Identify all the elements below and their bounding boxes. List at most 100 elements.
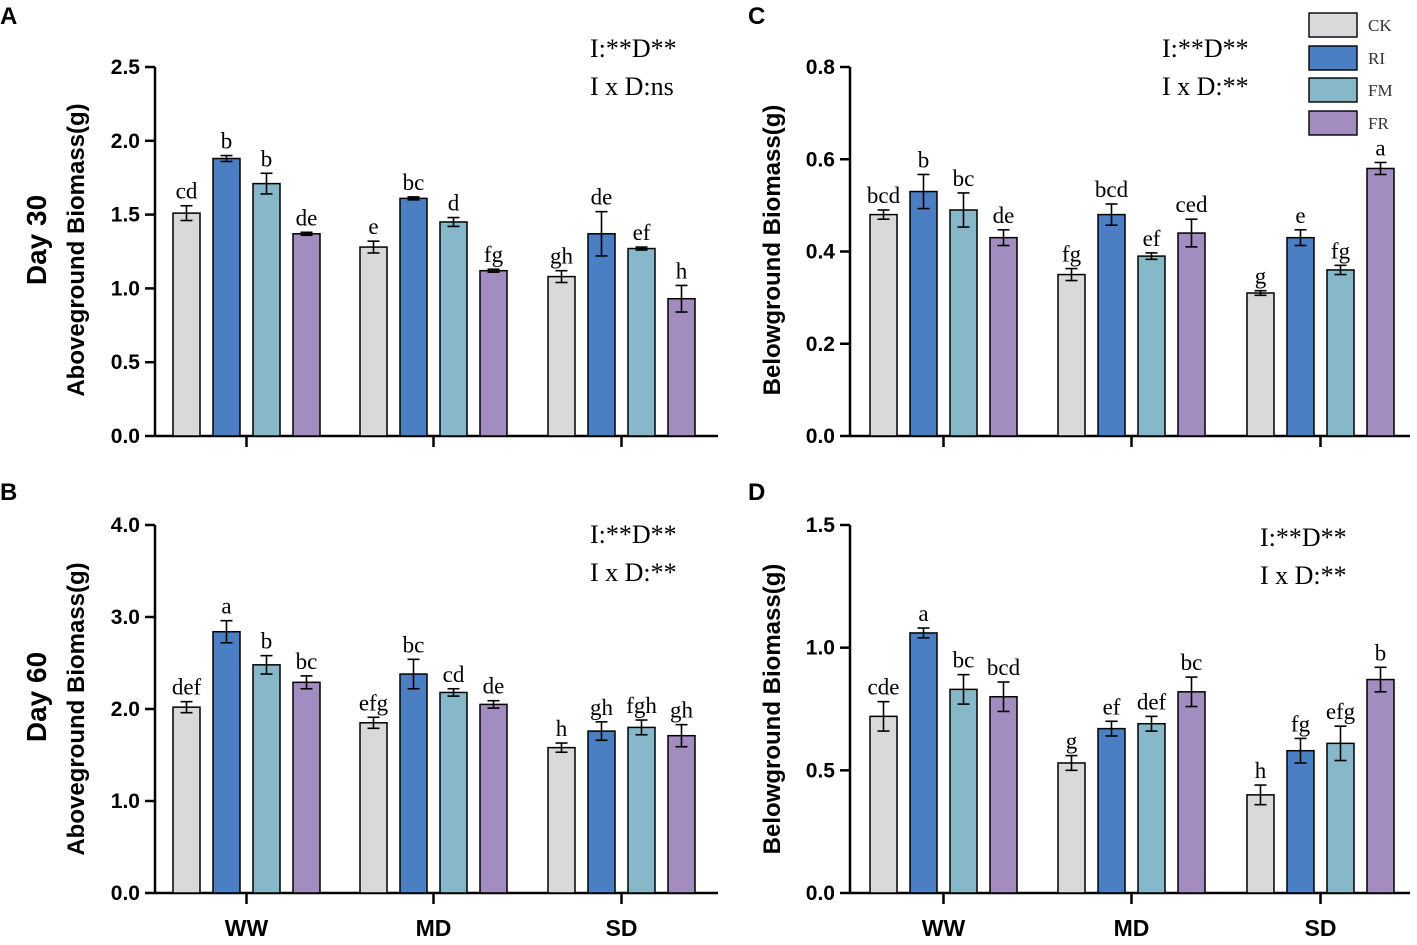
- significance-letter: de: [591, 185, 613, 210]
- significance-letter: bc: [953, 166, 975, 191]
- bar-ck: [1246, 794, 1275, 894]
- bar-fr: [989, 236, 1018, 437]
- significance-letter: h: [1255, 758, 1267, 783]
- x-category-label: WW: [922, 915, 966, 941]
- legend-label-ri: RI: [1368, 49, 1385, 68]
- sig-d-main: I:**D**: [1260, 523, 1347, 552]
- significance-letter: e: [1295, 203, 1305, 228]
- y-tick-label: 2.0: [111, 130, 140, 153]
- bar-ck: [547, 275, 576, 437]
- significance-letter: ef: [1143, 226, 1161, 251]
- ylabel-panel-a: Aboveground Biomass(g): [63, 103, 90, 396]
- significance-letter: g: [1066, 729, 1078, 754]
- significance-letter: ef: [633, 220, 651, 245]
- x-category-label: MD: [416, 915, 452, 941]
- sig-c-main: I:**D**: [1162, 34, 1249, 63]
- significance-letter: gh: [550, 244, 574, 269]
- sig-a-interaction: I x D:ns: [590, 72, 674, 101]
- y-tick-label: 0.6: [806, 148, 835, 171]
- ylabel-panel-d: Belowground Biomass(g): [759, 564, 786, 855]
- bar-ri: [909, 190, 938, 437]
- significance-letter: de: [296, 205, 318, 230]
- bar-fm: [1137, 722, 1166, 894]
- y-tick-label: 4.0: [111, 514, 140, 537]
- bar-fm: [949, 688, 978, 894]
- significance-letter: e: [368, 214, 378, 239]
- panel-letter-a: A: [0, 3, 17, 30]
- y-tick-label: 0.0: [806, 425, 835, 448]
- bar-ri: [587, 730, 616, 894]
- sig-c-interaction: I x D:**: [1162, 72, 1249, 101]
- ylabel-panel-c: Belowground Biomass(g): [759, 105, 786, 396]
- significance-letter: b: [1375, 640, 1387, 665]
- significance-letter: a: [918, 601, 928, 626]
- bar-ri: [212, 630, 241, 894]
- significance-letter: a: [221, 594, 231, 619]
- bar-fr: [1366, 167, 1395, 437]
- significance-letter: h: [556, 716, 568, 741]
- bar-ck: [1057, 273, 1086, 437]
- bar-ri: [399, 673, 428, 894]
- bar-fm: [1326, 742, 1355, 894]
- bar-ri: [399, 197, 428, 437]
- significance-letter: bc: [403, 632, 425, 657]
- significance-letter: g: [1255, 264, 1267, 289]
- y-tick-label: 1.0: [806, 637, 835, 660]
- significance-letter: ced: [1176, 192, 1208, 217]
- significance-letter: bc: [296, 649, 318, 674]
- bar-ri: [212, 157, 241, 437]
- bar-ri: [587, 233, 616, 437]
- significance-letter: bc: [1181, 650, 1203, 675]
- x-category-label: WW: [225, 915, 269, 941]
- legend-swatch-ri: [1308, 45, 1358, 71]
- bar-ck: [1246, 292, 1275, 437]
- significance-letter: cd: [176, 179, 198, 204]
- significance-letter: fgh: [626, 693, 657, 718]
- bar-ck: [547, 746, 576, 894]
- significance-letter: de: [483, 674, 505, 699]
- x-category-label: SD: [606, 915, 638, 941]
- ylabel-panel-b: Aboveground Biomass(g): [63, 562, 90, 855]
- bar-ck: [869, 213, 898, 437]
- significance-letter: b: [261, 629, 273, 654]
- y-tick-label: 1.0: [111, 277, 140, 300]
- y-tick-label: 3.0: [111, 606, 140, 629]
- significance-letter: b: [261, 146, 273, 171]
- bar-fr: [479, 269, 508, 437]
- y-tick-label: 0.4: [806, 241, 836, 264]
- significance-letter: bcd: [1095, 177, 1129, 202]
- significance-letter: bc: [403, 170, 425, 195]
- bar-fm: [627, 247, 656, 437]
- y-tick-label: 2.0: [111, 698, 140, 721]
- bar-fr: [667, 297, 696, 437]
- significance-letter: efg: [359, 690, 389, 715]
- significance-letter: fg: [1331, 238, 1351, 263]
- bar-fm: [1326, 269, 1355, 437]
- significance-letter: gh: [590, 695, 614, 720]
- bar-ck: [359, 246, 388, 437]
- bar-fm: [439, 691, 468, 894]
- bar-fr: [479, 703, 508, 894]
- significance-letter: b: [918, 147, 930, 172]
- y-tick-label: 0.0: [111, 882, 140, 905]
- significance-letter: bc: [953, 648, 975, 673]
- legend-label-fm: FM: [1368, 81, 1393, 100]
- y-tick-label: 0.8: [806, 56, 836, 79]
- significance-letter: b: [221, 129, 233, 154]
- significance-letter: de: [993, 203, 1015, 228]
- legend: CK RI FM FR: [1308, 12, 1393, 136]
- bar-fr: [1177, 691, 1206, 894]
- bar-ck: [359, 722, 388, 894]
- bar-ri: [909, 632, 938, 894]
- y-tick-label: 0.5: [111, 351, 141, 374]
- legend-swatch-ck: [1308, 12, 1358, 38]
- significance-letter: d: [448, 191, 460, 216]
- bar-ck: [1057, 762, 1086, 894]
- significance-letter: fg: [1062, 242, 1082, 267]
- y-tick-label: 1.0: [111, 790, 140, 813]
- legend-swatch-fr: [1308, 110, 1358, 136]
- panel-letter-b: B: [0, 479, 17, 506]
- bar-fm: [252, 664, 281, 894]
